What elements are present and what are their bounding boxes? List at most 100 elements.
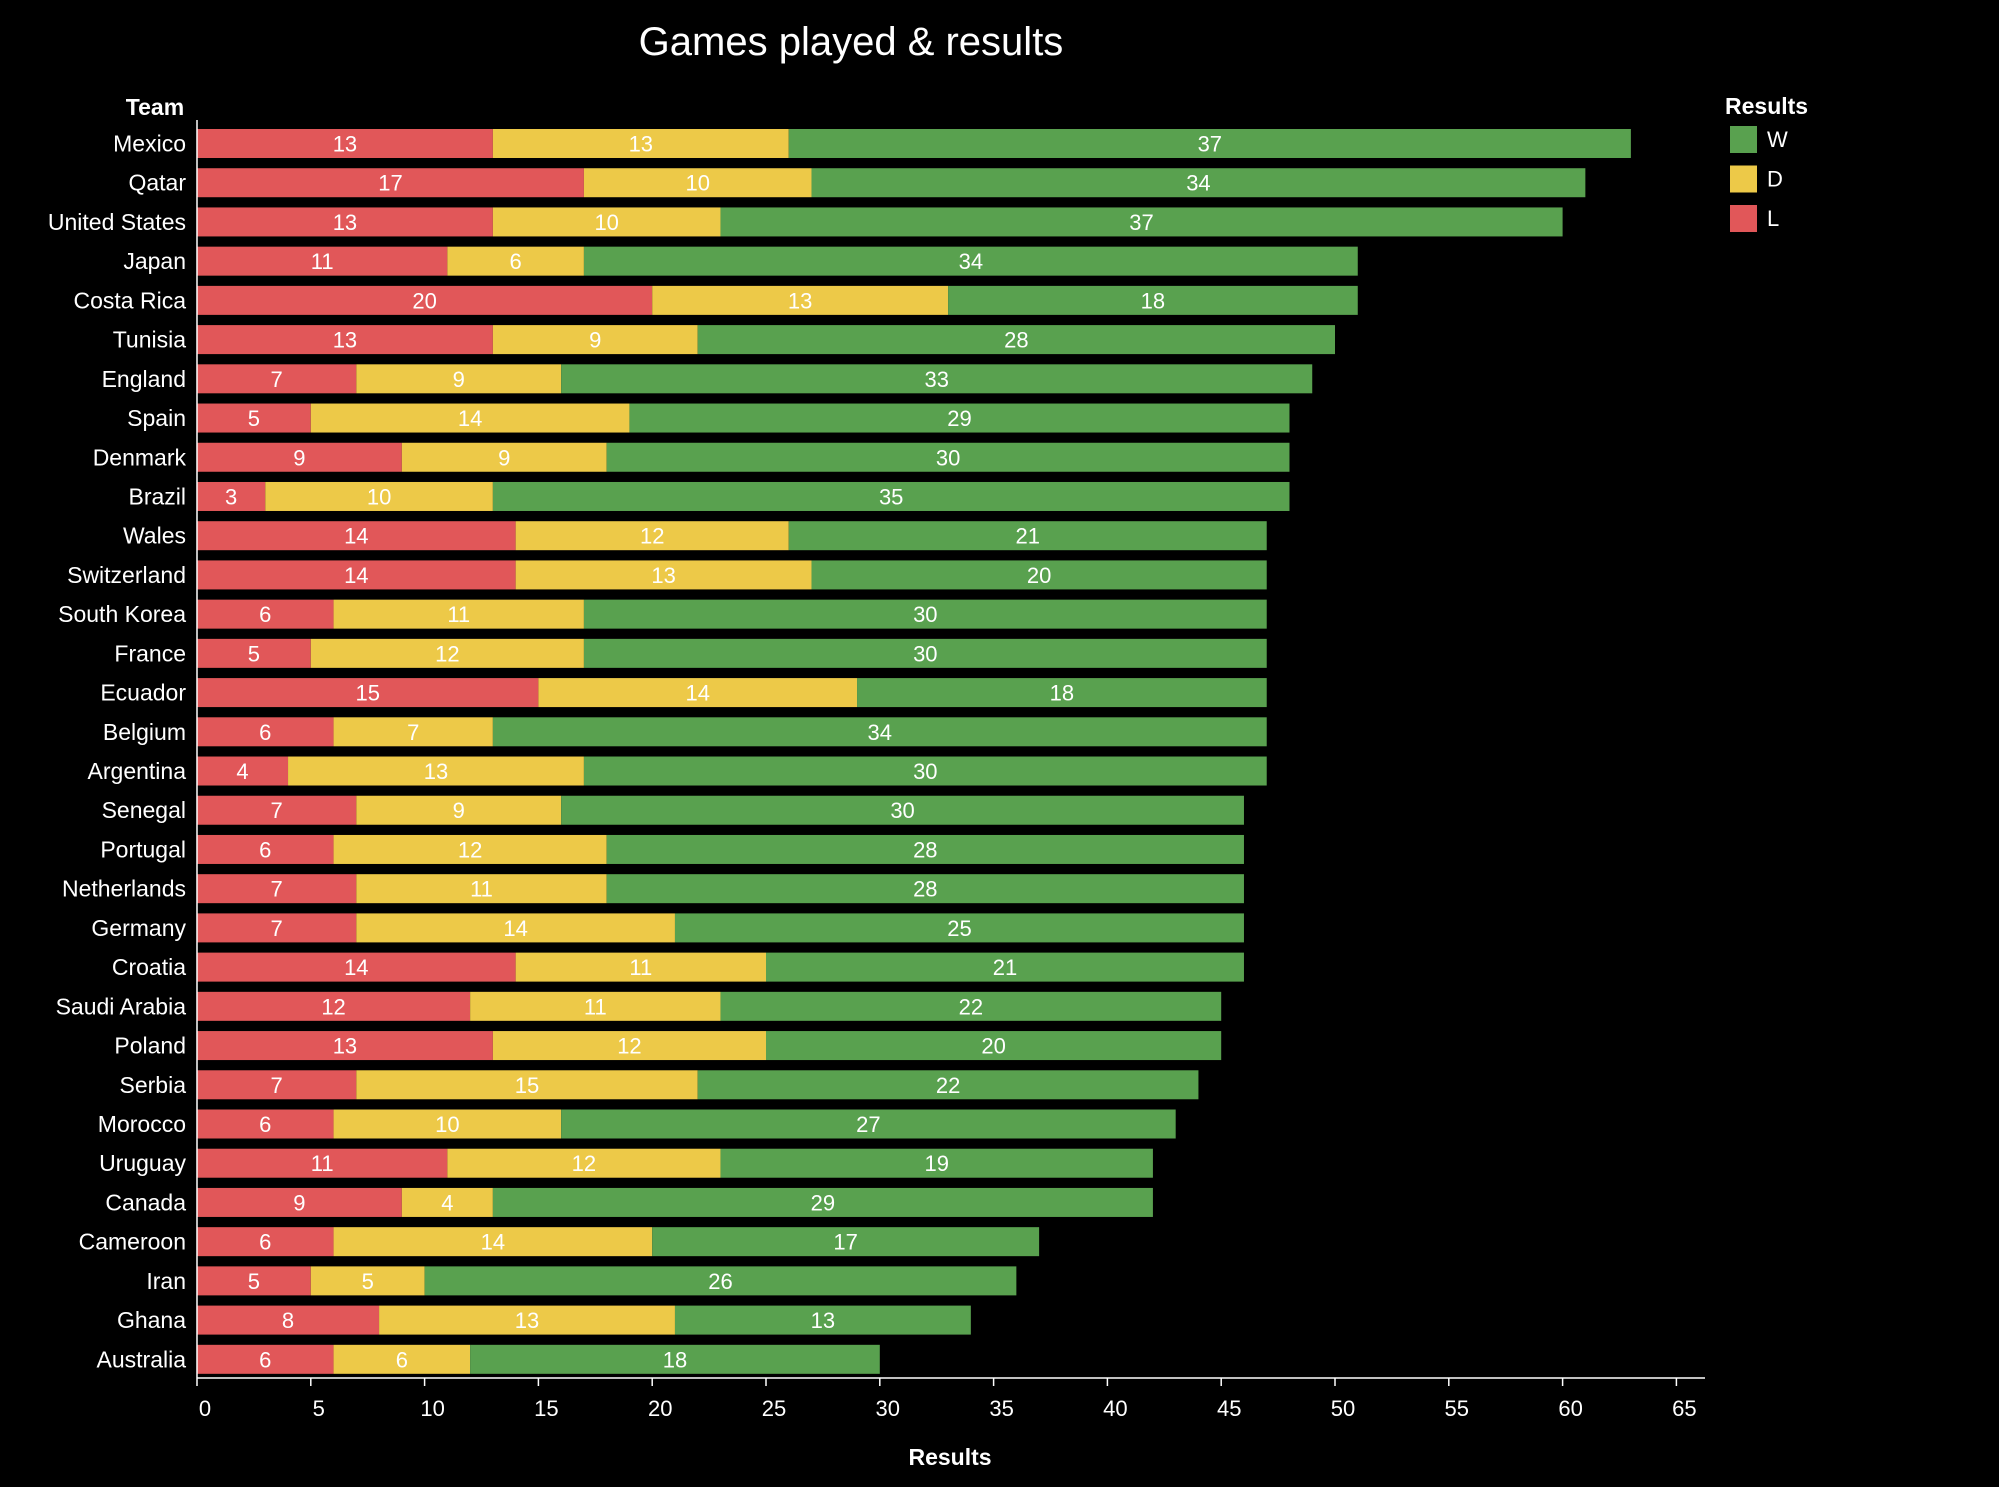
bar-segment-W — [766, 1031, 1222, 1061]
team-label: Argentina — [88, 758, 187, 784]
data-label: 11 — [629, 955, 652, 980]
team-label: Brazil — [128, 483, 186, 509]
team-label: Wales — [123, 523, 186, 549]
bar-segment-L — [197, 1109, 334, 1139]
data-label: 7 — [271, 367, 283, 392]
team-label: Uruguay — [99, 1150, 186, 1176]
x-tick-label: 60 — [1558, 1396, 1582, 1421]
data-label: 22 — [959, 994, 983, 1019]
bar-segment-D — [356, 874, 607, 904]
bar-segment-W — [652, 1227, 1040, 1257]
legend-swatch-D — [1730, 165, 1757, 193]
bar-segment-W — [720, 207, 1563, 237]
bar-segment-D — [333, 1109, 562, 1139]
bar-segment-D — [333, 599, 584, 629]
bar-segment-W — [788, 129, 1631, 158]
team-label: Spain — [127, 405, 186, 431]
bar-segment-W — [606, 442, 1290, 472]
chart-title: Games played & results — [639, 20, 1064, 64]
bar-segment-L — [197, 952, 516, 982]
bar-segment-D — [515, 560, 812, 590]
data-label: 14 — [344, 955, 368, 980]
data-label: 6 — [259, 602, 271, 627]
data-label: 12 — [435, 641, 459, 666]
team-label: Mexico — [113, 131, 186, 157]
team-label: Cameroon — [79, 1229, 186, 1255]
data-label: 7 — [271, 877, 283, 902]
data-label: 6 — [259, 1347, 271, 1372]
bar-segment-W — [583, 599, 1267, 629]
bar-segment-L — [197, 560, 516, 590]
bar-segment-D — [333, 1227, 653, 1257]
data-label: 30 — [913, 602, 937, 627]
bar-segment-L — [197, 638, 311, 668]
bar-segment-W — [583, 638, 1267, 668]
bar-segment-L — [197, 285, 653, 315]
data-label: 30 — [913, 641, 937, 666]
data-label: 12 — [321, 994, 345, 1019]
bar-segment-W — [766, 952, 1244, 982]
team-label: Iran — [146, 1268, 186, 1294]
data-label: 10 — [685, 171, 709, 196]
bar-segment-D — [492, 325, 698, 355]
bar-segment-W — [561, 364, 1313, 394]
team-label: Morocco — [98, 1111, 186, 1137]
data-label: 9 — [453, 798, 465, 823]
bar-segment-D — [333, 834, 607, 864]
team-label: Tunisia — [113, 327, 186, 353]
bar-segment-W — [811, 560, 1267, 590]
data-label: 29 — [947, 406, 971, 431]
team-label: Canada — [105, 1189, 186, 1215]
bar-segment-D — [333, 717, 493, 747]
data-label: 13 — [333, 132, 357, 157]
data-label: 19 — [924, 1151, 948, 1176]
bar-segment-D — [288, 756, 584, 786]
data-label: 30 — [913, 759, 937, 784]
data-label: 5 — [248, 1269, 260, 1294]
data-label: 12 — [572, 1151, 596, 1176]
data-label: 14 — [685, 681, 709, 706]
team-label: Belgium — [103, 719, 186, 745]
x-tick-label: 50 — [1331, 1396, 1355, 1421]
team-label: Ecuador — [100, 680, 186, 706]
data-label: 10 — [435, 1112, 459, 1137]
bar-segment-L — [197, 168, 584, 198]
team-label: Ghana — [117, 1307, 186, 1333]
data-label: 21 — [993, 955, 1017, 980]
team-label: Switzerland — [67, 562, 186, 588]
data-label: 5 — [248, 641, 260, 666]
bar-segment-D — [265, 481, 493, 511]
bar-segment-L — [197, 129, 493, 158]
data-label: 13 — [651, 563, 675, 588]
bar-segment-L — [197, 1148, 448, 1178]
legend-title: Results — [1725, 93, 1808, 119]
data-label: 11 — [447, 602, 470, 627]
bar-segment-L — [197, 403, 311, 433]
data-label: 6 — [510, 249, 522, 274]
data-label: 6 — [259, 1112, 271, 1137]
bar-segment-D — [538, 678, 858, 708]
legend: WDL — [1730, 126, 1788, 232]
team-label: Costa Rica — [74, 287, 187, 313]
data-label: 17 — [378, 171, 402, 196]
data-label: 20 — [981, 1034, 1005, 1059]
data-label: 10 — [594, 210, 618, 235]
bar-segment-D — [470, 991, 721, 1021]
data-label: 4 — [441, 1190, 453, 1215]
bar-segment-L — [197, 913, 357, 943]
bar-segment-D — [401, 1187, 493, 1217]
bar-segment-L — [197, 1305, 380, 1335]
data-label: 34 — [959, 249, 983, 274]
team-label: Qatar — [128, 170, 186, 196]
data-label: 27 — [856, 1112, 880, 1137]
data-label: 13 — [333, 328, 357, 353]
data-label: 20 — [412, 288, 436, 313]
bar-segment-L — [197, 678, 539, 708]
bar-segment-W — [561, 795, 1244, 825]
bar-segment-W — [492, 1187, 1153, 1217]
data-label: 35 — [879, 484, 903, 509]
data-label: 14 — [344, 563, 368, 588]
x-tick-label: 30 — [876, 1396, 900, 1421]
bar-segment-D — [515, 952, 766, 982]
bar-segment-D — [447, 1148, 721, 1178]
